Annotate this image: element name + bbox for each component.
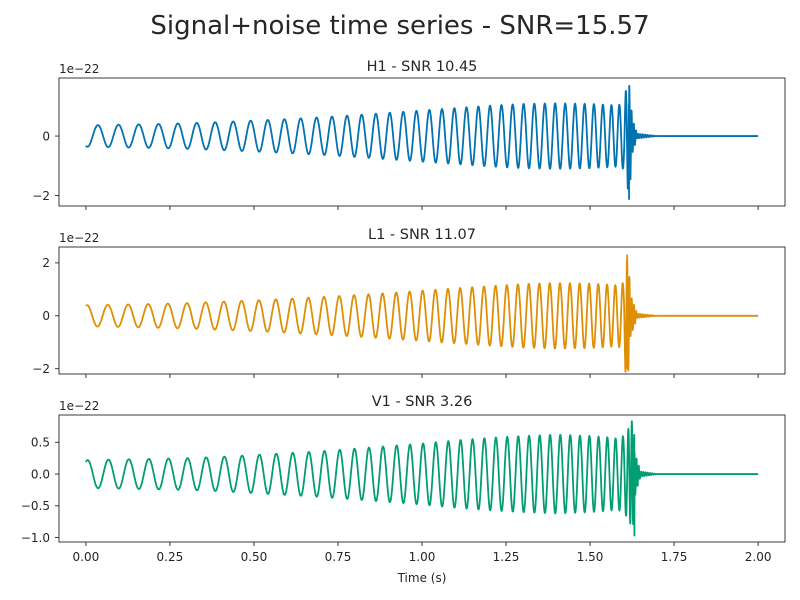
y-tick-label: −2 [32,189,50,203]
panel-title: V1 - SNR 3.26 [372,394,473,410]
offset-text: 1e−22 [59,231,99,245]
series-layer [85,420,759,537]
panel-title: H1 - SNR 10.45 [367,59,478,75]
x-tick-label: 0.25 [157,550,184,564]
ticks-layer: −1.0 −0.5 0.0 0.5 0.00 0.25 0.50 0.75 1.00 1.25 1.… [21,436,772,564]
panel-title: L1 - SNR 11.07 [368,227,476,243]
series-line-0 [85,420,759,537]
series-layer [85,254,759,373]
y-tick-label: 0 [42,309,50,323]
x-tick-label: 0.00 [73,550,100,564]
y-tick-label: 2 [42,256,50,270]
axes-frame [58,414,786,543]
x-tick-label: 0.50 [241,550,268,564]
offset-text: 1e−22 [59,62,99,76]
offset-text: 1e−22 [59,399,99,413]
axes-frame [58,246,786,375]
series-layer [85,84,759,201]
x-axis-label: Time (s) [397,571,447,585]
series-line-0 [85,254,759,373]
ticks-layer: −2 0 [32,129,759,210]
x-tick-label: 1.25 [493,550,520,564]
y-tick-label: 0.0 [31,467,50,481]
x-tick-label: 2.00 [745,550,772,564]
x-tick-label: 1.00 [409,550,436,564]
x-tick-label: 0.75 [325,550,352,564]
panel-l1: L1 - SNR 11.07 1e−22 −2 0 2 [32,227,786,378]
y-tick-label: −0.5 [21,499,50,513]
y-tick-label: −1.0 [21,531,50,545]
y-tick-label: −2 [32,362,50,376]
figure-title: Signal+noise time series - SNR=15.57 [150,11,649,41]
series-line-0 [85,84,759,201]
x-tick-label: 1.50 [577,550,604,564]
panel-v1: V1 - SNR 3.26 1e−22 −1.0 −0.5 0.0 0.5 0.00 0.… [21,394,786,585]
y-tick-label: 0.5 [31,436,50,450]
ticks-layer: −2 0 2 [32,256,759,378]
x-tick-label: 1.75 [661,550,688,564]
panel-h1: H1 - SNR 10.45 1e−22 −2 0 [32,59,786,210]
axes-frame [58,77,786,207]
y-tick-label: 0 [42,129,50,143]
